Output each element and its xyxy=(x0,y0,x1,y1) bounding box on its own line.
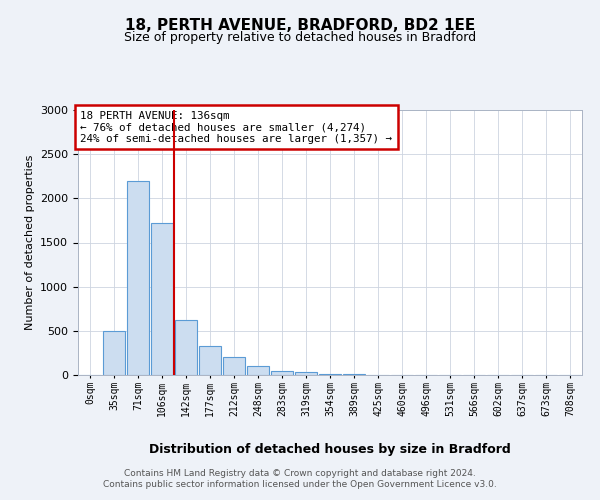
Text: 18, PERTH AVENUE, BRADFORD, BD2 1EE: 18, PERTH AVENUE, BRADFORD, BD2 1EE xyxy=(125,18,475,32)
Bar xyxy=(343,374,365,375)
Bar xyxy=(295,372,317,375)
Bar xyxy=(223,358,245,375)
Bar xyxy=(175,320,197,375)
Text: Distribution of detached houses by size in Bradford: Distribution of detached houses by size … xyxy=(149,442,511,456)
Text: Contains HM Land Registry data © Crown copyright and database right 2024.: Contains HM Land Registry data © Crown c… xyxy=(124,469,476,478)
Bar xyxy=(247,366,269,375)
Y-axis label: Number of detached properties: Number of detached properties xyxy=(25,155,35,330)
Text: Contains public sector information licensed under the Open Government Licence v3: Contains public sector information licen… xyxy=(103,480,497,489)
Bar xyxy=(199,346,221,375)
Bar xyxy=(103,331,125,375)
Bar xyxy=(319,374,341,375)
Bar xyxy=(127,180,149,375)
Bar xyxy=(151,223,173,375)
Text: 18 PERTH AVENUE: 136sqm
← 76% of detached houses are smaller (4,274)
24% of semi: 18 PERTH AVENUE: 136sqm ← 76% of detache… xyxy=(80,110,392,144)
Text: Size of property relative to detached houses in Bradford: Size of property relative to detached ho… xyxy=(124,31,476,44)
Bar xyxy=(271,370,293,375)
